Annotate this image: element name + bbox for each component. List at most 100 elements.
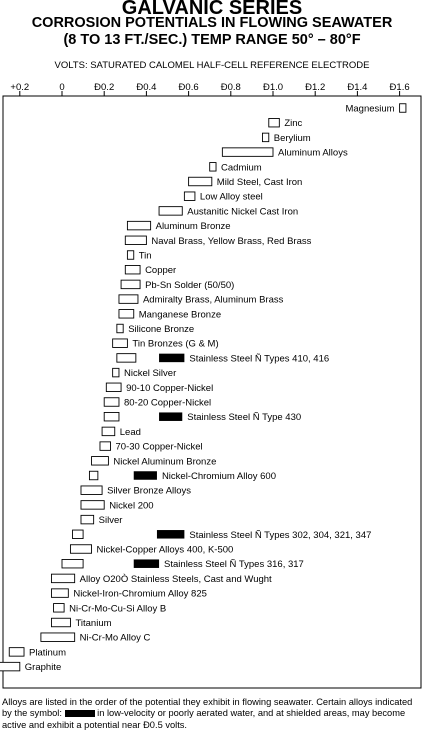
range-bar-graphite [0, 661, 21, 672]
material-label-aluminum-bronze: Aluminum Bronze [156, 221, 231, 232]
range-bar-titanium [51, 617, 71, 628]
range-bar-nickel-chromium-alloy-600 [88, 470, 99, 481]
range-bar-stainless-steel-types-410-416 [116, 353, 137, 363]
range-bar-tin-bronzes-g-m [112, 338, 128, 348]
material-label-zinc: Zinc [284, 118, 302, 129]
material-label-austanitic-nickel-cast-iron: Austanitic Nickel Cast Iron [187, 206, 298, 217]
range-bar-stainless-steel-type-430 [103, 412, 120, 422]
range-bar-naval-brass-yellow-brass-red-brass [124, 235, 147, 246]
plot-frame [2, 95, 422, 689]
material-label-mild-steel-cast-iron: Mild Steel, Cast Iron [217, 177, 303, 188]
range-bar-nickel-aluminum-bronze [91, 456, 109, 466]
tick-label-1-6: Ð1.6 [390, 82, 410, 93]
material-label-titanium: Titanium [75, 618, 111, 629]
footnote: Alloys are listed in the order of the po… [2, 697, 422, 731]
material-label-alloy-o20-stainless-steels-cast-and-wught: Alloy O20Ò Stainless Steels, Cast and Wu… [80, 574, 272, 585]
range-bar-silver-bronze-alloys [80, 485, 103, 495]
range-bar-copper [124, 265, 141, 275]
subtitle-line-2: (8 TO 13 FT./SEC.) TEMP RANGE 50° – 80°F [63, 32, 361, 48]
material-label-admiralty-brass-aluminum-brass: Admiralty Brass, Aluminum Brass [143, 295, 284, 306]
range-bar-ni-cr-mo-alloy-c [40, 632, 76, 642]
range-bar-silicone-bronze [116, 323, 124, 334]
material-label-stainless-steel-types-316-317: Stainless Steel Ñ Types 316, 317 [164, 559, 304, 570]
range-bar-mild-steel-cast-iron [188, 176, 213, 187]
active-range-symbol [64, 710, 95, 718]
material-label-tin-bronzes-g-m: Tin Bronzes (G & M) [132, 339, 218, 350]
tick-label-0-2: +0.2 [10, 82, 29, 93]
range-bar-magnesium [399, 103, 407, 113]
tick-label-0-8: Ð0.8 [221, 82, 241, 93]
range-bar-manganese-bronze [118, 309, 135, 319]
material-label-graphite: Graphite [25, 662, 61, 673]
footnote-text-2: in low-velocity or poorly aerated water,… [2, 708, 406, 730]
material-label-platinum: Platinum [29, 647, 66, 658]
material-label-ni-cr-mo-alloy-c: Ni-Cr-Mo Alloy C [80, 633, 151, 644]
range-bar-nickel-silver [112, 367, 120, 378]
material-label-nickel-200: Nickel 200 [109, 500, 153, 511]
material-label-ni-cr-mo-cu-si-alloy-b: Ni-Cr-Mo-Cu-Si Alloy B [69, 603, 166, 614]
range-bar-cadmium [209, 162, 217, 172]
tick-label-1-2: Ð1.2 [305, 82, 325, 93]
range-bar-tin [126, 250, 135, 260]
range-bar-nickel-copper-alloys-400-k-500 [69, 544, 92, 554]
active-bar-stainless-steel-type-430 [159, 412, 183, 421]
range-bar-admiralty-brass-aluminum-brass [118, 294, 139, 304]
material-label-stainless-steel-types-302-304-321-347: Stainless Steel Ñ Types 302, 304, 321, 3… [189, 530, 371, 541]
tick-label-1-0: Ð1.0 [263, 82, 283, 93]
range-bar-70-30-copper-nickel [99, 441, 111, 451]
material-label-aluminum-alloys: Aluminum Alloys [278, 148, 348, 159]
material-label-cadmium: Cadmium [221, 162, 262, 173]
material-label-nickel-silver: Nickel Silver [124, 368, 176, 379]
range-bar-pb-sn-solder-50-50 [120, 279, 141, 290]
material-label-90-10-copper-nickel: 90-10 Copper-Nickel [126, 383, 213, 394]
material-label-stainless-steel-types-410-416: Stainless Steel Ñ Types 410, 416 [189, 353, 329, 364]
material-label-silver: Silver [99, 515, 123, 526]
material-label-berylium: Berylium [274, 133, 311, 144]
tick-label-0: 0 [59, 82, 64, 93]
range-bar-80-20-copper-nickel [103, 397, 120, 407]
material-label-nickel-iron-chromium-alloy-825: Nickel-Iron-Chromium Alloy 825 [73, 589, 207, 600]
material-label-nickel-chromium-alloy-600: Nickel-Chromium Alloy 600 [162, 471, 276, 482]
tick-label-0-4: Ð0.4 [136, 82, 156, 93]
material-label-stainless-steel-type-430: Stainless Steel Ñ Type 430 [187, 412, 301, 423]
range-bar-nickel-200 [80, 500, 105, 510]
material-label-silicone-bronze: Silicone Bronze [128, 324, 194, 335]
range-bar-zinc [268, 117, 280, 128]
material-label-pb-sn-solder-50-50: Pb-Sn Solder (50/50) [145, 280, 234, 291]
tick-label-0-2: Ð0.2 [94, 82, 114, 93]
material-label-magnesium: Magnesium [345, 104, 394, 115]
active-bar-nickel-chromium-alloy-600 [133, 471, 157, 480]
range-bar-silver [80, 514, 95, 525]
active-bar-stainless-steel-types-302-304-321-347 [156, 530, 185, 539]
range-bar-berylium [262, 132, 270, 143]
active-bar-stainless-steel-types-410-416 [159, 353, 185, 363]
material-label-manganese-bronze: Manganese Bronze [139, 309, 221, 320]
range-bar-nickel-iron-chromium-alloy-825 [51, 588, 69, 598]
tick-label-1-4: Ð1.4 [347, 82, 367, 93]
range-bar-alloy-o20-stainless-steels-cast-and-wught [51, 573, 76, 584]
material-label-silver-bronze-alloys: Silver Bronze Alloys [107, 486, 191, 497]
material-label-80-20-copper-nickel: 80-20 Copper-Nickel [124, 398, 211, 409]
material-label-nickel-aluminum-bronze: Nickel Aluminum Bronze [113, 456, 216, 467]
footnote-text-1: Alloys are listed in the order of the po… [2, 697, 413, 719]
material-label-copper: Copper [145, 265, 176, 276]
range-bar-stainless-steel-types-302-304-321-347 [72, 529, 84, 539]
range-bar-stainless-steel-types-316-317 [61, 559, 84, 569]
material-label-nickel-copper-alloys-400-k-500: Nickel-Copper Alloys 400, K-500 [97, 545, 234, 556]
material-label-lead: Lead [120, 427, 141, 438]
page-title: GALVANIC SERIES [121, 0, 303, 19]
range-bar-lead [101, 426, 116, 437]
tick-label-0-6: Ð0.6 [179, 82, 199, 93]
range-bar-90-10-copper-nickel [105, 382, 122, 392]
range-bar-austanitic-nickel-cast-iron [158, 206, 183, 216]
material-label-naval-brass-yellow-brass-red-brass: Naval Brass, Yellow Brass, Red Brass [151, 236, 311, 247]
subtitle-line-1: CORROSION POTENTIALS IN FLOWING SEAWATER [31, 15, 393, 31]
range-bar-ni-cr-mo-cu-si-alloy-b [53, 603, 65, 613]
active-bar-stainless-steel-types-316-317 [133, 559, 160, 568]
range-bar-platinum [8, 647, 25, 657]
material-label-70-30-copper-nickel: 70-30 Copper-Nickel [116, 442, 203, 453]
material-label-tin: Tin [139, 251, 152, 262]
axis-caption: VOLTS: SATURATED CALOMEL HALF-CELL REFER… [54, 60, 370, 71]
material-label-low-alloy-steel: Low Alloy steel [200, 192, 263, 203]
